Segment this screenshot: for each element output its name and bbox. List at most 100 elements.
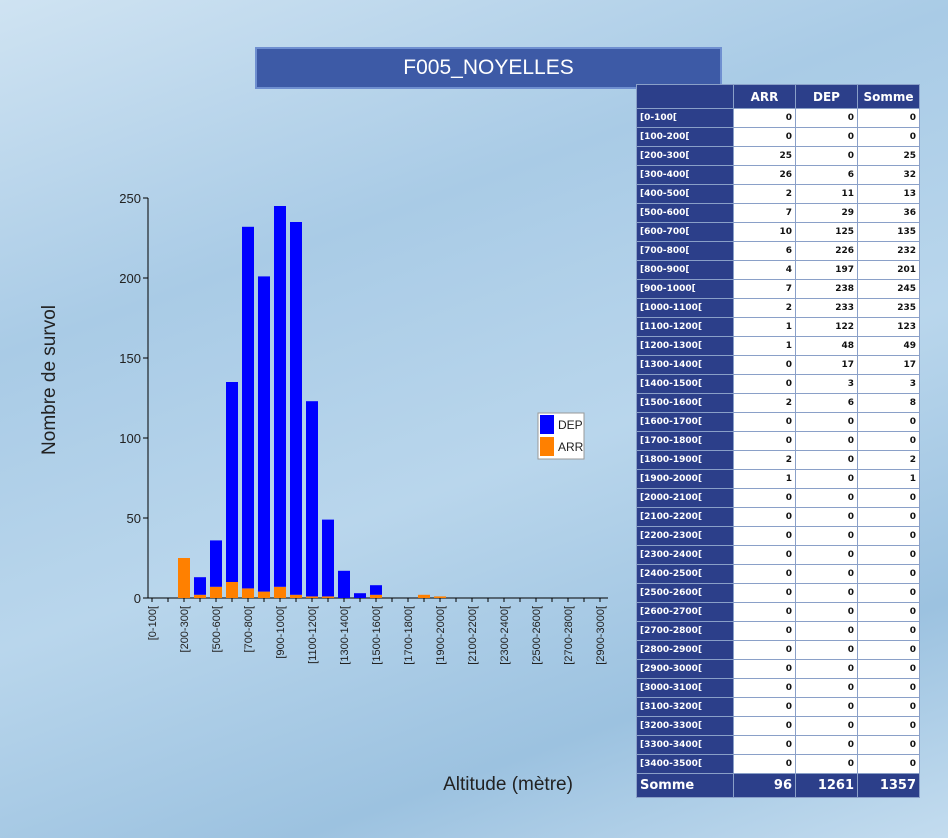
value-cell: 0 xyxy=(796,755,858,774)
row-label: [900-1000[ xyxy=(637,280,734,299)
data-table: ARRDEPSomme[0-100[000[100-200[000[200-30… xyxy=(636,84,920,798)
value-cell: 1 xyxy=(734,337,796,356)
table-row: [1700-1800[000 xyxy=(637,432,920,451)
row-label: [1600-1700[ xyxy=(637,413,734,432)
value-cell: 0 xyxy=(734,508,796,527)
table-row: [200-300[25025 xyxy=(637,147,920,166)
total-cell: 1357 xyxy=(858,774,920,798)
value-cell: 0 xyxy=(734,641,796,660)
value-cell: 0 xyxy=(858,660,920,679)
value-cell: 1 xyxy=(858,470,920,489)
row-label: [300-400[ xyxy=(637,166,734,185)
row-label: [1500-1600[ xyxy=(637,394,734,413)
value-cell: 0 xyxy=(796,147,858,166)
row-label: [100-200[ xyxy=(637,128,734,147)
legend-label: ARR xyxy=(558,440,584,454)
bar xyxy=(258,276,270,591)
value-cell: 0 xyxy=(796,413,858,432)
value-cell: 0 xyxy=(858,679,920,698)
row-label: [3200-3300[ xyxy=(637,717,734,736)
value-cell: 0 xyxy=(796,641,858,660)
legend-label: DEP xyxy=(558,418,583,432)
x-tick-label: [1900-2000[ xyxy=(435,606,447,665)
y-tick-label: 100 xyxy=(119,431,141,446)
value-cell: 135 xyxy=(858,223,920,242)
y-tick-label: 0 xyxy=(134,591,141,606)
bar xyxy=(306,596,318,598)
bar xyxy=(434,596,446,598)
bar xyxy=(290,222,302,595)
bar xyxy=(338,571,350,598)
row-label: [2900-3000[ xyxy=(637,660,734,679)
value-cell: 0 xyxy=(796,128,858,147)
row-label: [2200-2300[ xyxy=(637,527,734,546)
bar xyxy=(290,595,302,598)
row-label: [1800-1900[ xyxy=(637,451,734,470)
value-cell: 0 xyxy=(734,356,796,375)
value-cell: 48 xyxy=(796,337,858,356)
value-cell: 0 xyxy=(796,717,858,736)
bar xyxy=(418,595,430,598)
row-label: [0-100[ xyxy=(637,109,734,128)
value-cell: 0 xyxy=(858,698,920,717)
value-cell: 0 xyxy=(734,660,796,679)
value-cell: 0 xyxy=(734,717,796,736)
bar xyxy=(178,558,190,598)
bar xyxy=(306,401,318,596)
table-row: [1400-1500[033 xyxy=(637,375,920,394)
value-cell: 7 xyxy=(734,204,796,223)
value-cell: 122 xyxy=(796,318,858,337)
value-cell: 0 xyxy=(734,679,796,698)
table-row: [800-900[4197201 xyxy=(637,261,920,280)
value-cell: 0 xyxy=(858,413,920,432)
value-cell: 0 xyxy=(796,432,858,451)
bar xyxy=(274,206,286,587)
value-cell: 4 xyxy=(734,261,796,280)
x-tick-label: [1100-1200[ xyxy=(307,606,319,664)
x-tick-label: [700-800[ xyxy=(243,606,255,652)
bar xyxy=(258,592,270,598)
y-axis-title: Nombre de survol xyxy=(39,305,60,455)
x-axis-title: Altitude (mètre) xyxy=(443,774,573,795)
value-cell: 245 xyxy=(858,280,920,299)
value-cell: 0 xyxy=(796,603,858,622)
value-cell: 0 xyxy=(734,736,796,755)
value-cell: 197 xyxy=(796,261,858,280)
value-cell: 10 xyxy=(734,223,796,242)
value-cell: 0 xyxy=(858,109,920,128)
row-label: [1900-2000[ xyxy=(637,470,734,489)
row-label: [2700-2800[ xyxy=(637,622,734,641)
row-label: [3400-3500[ xyxy=(637,755,734,774)
legend-swatch xyxy=(540,437,554,456)
header-cell xyxy=(637,85,734,109)
value-cell: 0 xyxy=(858,603,920,622)
row-label: [2600-2700[ xyxy=(637,603,734,622)
value-cell: 25 xyxy=(734,147,796,166)
x-tick-label: [2100-2200[ xyxy=(467,606,479,665)
row-label: [2100-2200[ xyxy=(637,508,734,527)
y-tick-label: 50 xyxy=(127,511,141,526)
value-cell: 2 xyxy=(734,299,796,318)
row-label: [2300-2400[ xyxy=(637,546,734,565)
row-label: [3000-3100[ xyxy=(637,679,734,698)
header-cell: DEP xyxy=(796,85,858,109)
value-cell: 17 xyxy=(858,356,920,375)
row-label: [1300-1400[ xyxy=(637,356,734,375)
value-cell: 0 xyxy=(858,717,920,736)
table-row: [700-800[6226232 xyxy=(637,242,920,261)
value-cell: 201 xyxy=(858,261,920,280)
x-tick-label: [2500-2600[ xyxy=(531,606,543,665)
value-cell: 6 xyxy=(734,242,796,261)
value-cell: 0 xyxy=(796,660,858,679)
value-cell: 0 xyxy=(796,546,858,565)
row-label: [3100-3200[ xyxy=(637,698,734,717)
y-tick-label: 200 xyxy=(119,271,141,286)
